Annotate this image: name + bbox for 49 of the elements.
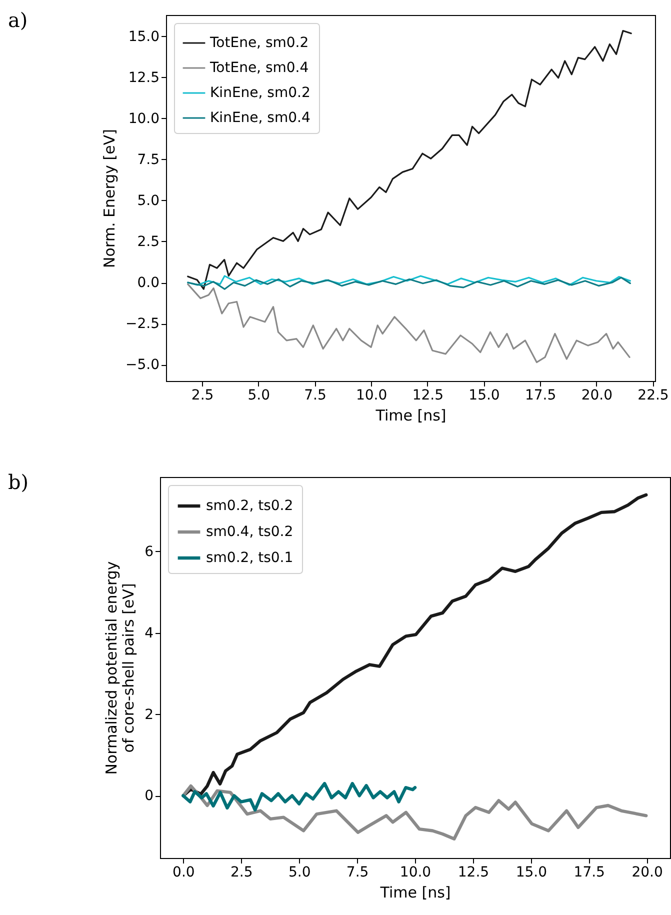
x-tick-label: 22.5 [638, 388, 669, 404]
x-tick-label: 0.0 [172, 864, 195, 880]
legend-label: TotEne, sm0.4 [209, 60, 309, 76]
y-tick-label: 7.5 [137, 152, 160, 168]
legend-label: KinEne, sm0.4 [210, 110, 310, 126]
y-tick-label: 5.0 [137, 192, 160, 209]
y-axis-title: Normalized potential energy of core-shell pairs [eV] [102, 561, 138, 775]
y-tick-label: 0.0 [137, 275, 160, 292]
x-tick-label: 17.5 [574, 864, 605, 880]
legend-label: sm0.2, ts0.2 [206, 498, 294, 514]
legend-label: sm0.2, ts0.1 [206, 550, 294, 566]
y-tick-label: −5.0 [126, 357, 160, 374]
line-series [187, 283, 630, 364]
x-tick-label: 17.5 [524, 388, 556, 404]
text: b) [8, 470, 29, 494]
y-tick-label: 0 [144, 788, 154, 804]
line-series [187, 30, 632, 290]
text: a) [8, 8, 28, 32]
y-tick-label: 6 [144, 544, 154, 560]
x-tick-label: 15.0 [468, 388, 500, 404]
y-tick-label: 15.0 [128, 28, 160, 45]
line-series [182, 782, 417, 812]
y-tick-label: 10.0 [128, 110, 160, 127]
x-tick-label: 10.0 [400, 864, 432, 880]
x-tick-label: 5.0 [288, 864, 311, 880]
x-tick-label: 10.0 [356, 388, 388, 404]
legend-label: TotEne, sm0.2 [209, 35, 309, 51]
x-tick-label: 7.5 [304, 388, 326, 404]
x-tick-label: 15.0 [516, 864, 547, 880]
y-tick-label: 4 [144, 625, 154, 642]
x-tick-label: 12.5 [458, 864, 490, 880]
y-tick-label: 12.5 [128, 70, 160, 86]
legend-label: sm0.4, ts0.2 [206, 524, 294, 540]
line-series [182, 784, 648, 840]
x-tick-label: 5.0 [248, 388, 270, 404]
x-axis-title: Time [ns] [374, 406, 446, 424]
y-tick-label: 2.5 [137, 234, 160, 250]
x-tick-label: 12.5 [412, 388, 444, 404]
x-tick-label: 7.5 [346, 864, 369, 880]
x-tick-label: 20.0 [632, 864, 663, 880]
y-axis-title: Norm. Energy [eV] [100, 129, 119, 268]
y-tick-label: 2 [144, 706, 154, 723]
x-tick-label: 2.5 [191, 388, 214, 404]
y-tick-label: −2.5 [126, 316, 160, 332]
line-series [187, 276, 632, 290]
x-axis-title: Time [ns] [379, 884, 451, 902]
legend-label: KinEne, sm0.2 [210, 85, 310, 101]
x-tick-label: 2.5 [230, 864, 253, 880]
x-tick-label: 20.0 [581, 388, 612, 404]
